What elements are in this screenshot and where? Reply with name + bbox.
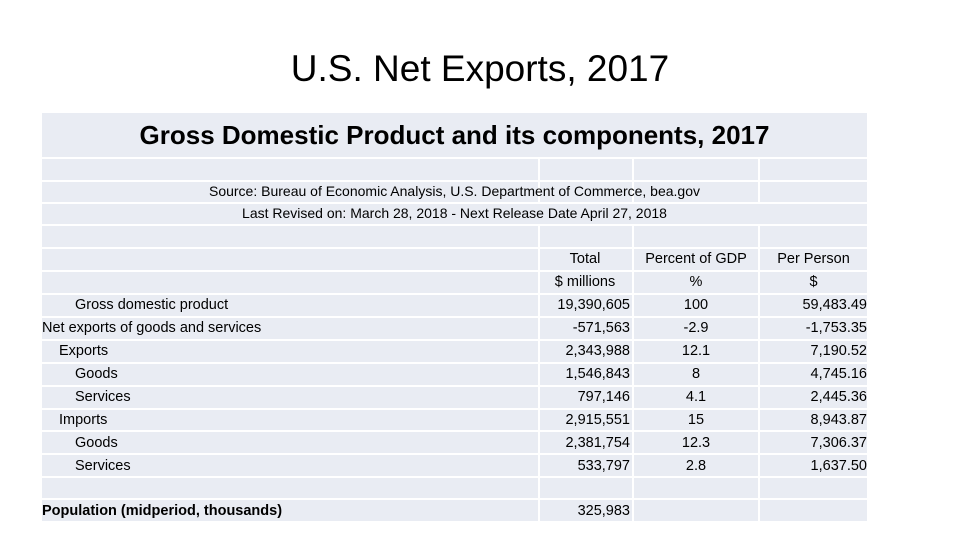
row-total: 2,343,988 — [565, 343, 630, 359]
row-percent: 4.1 — [685, 389, 707, 405]
slide-title: U.S. Net Exports, 2017 — [290, 48, 670, 89]
table-heading: Gross Domestic Product and its component… — [139, 120, 770, 150]
row-total: 797,146 — [577, 389, 630, 405]
row-per-person: -1,753.35 — [805, 320, 867, 336]
row-total: -571,563 — [572, 320, 630, 336]
row-total: 19,390,605 — [557, 297, 630, 313]
column-header-total: Total — [569, 251, 601, 267]
row-label: Imports — [59, 412, 108, 428]
row-per-person: 4,745.16 — [810, 366, 867, 382]
row-percent: 2.8 — [685, 458, 707, 474]
row-label: Goods — [75, 366, 118, 382]
row-total: 1,546,843 — [565, 366, 630, 382]
row-label: Gross domestic product — [75, 297, 229, 313]
row-per-person: 8,943.87 — [810, 412, 867, 428]
row-per-person: 1,637.50 — [810, 458, 867, 474]
row-label: Net exports of goods and services — [42, 320, 262, 336]
row-label: Services — [75, 458, 131, 474]
row-label: Exports — [59, 343, 109, 359]
row-percent: 15 — [687, 412, 705, 428]
row-per-person: 59,483.49 — [802, 297, 867, 313]
row-total: 533,797 — [577, 458, 630, 474]
column-unit-per-person: $ — [809, 274, 818, 290]
source-line: Source: Bureau of Economic Analysis, U.S… — [208, 183, 700, 199]
row-total: 2,381,754 — [565, 435, 630, 451]
revision-line: Last Revised on: March 28, 2018 - Next R… — [242, 205, 667, 221]
population-label: Population (midperiod, thousands) — [42, 503, 283, 519]
population-total: 325,983 — [577, 503, 630, 519]
gdp-table: Gross Domestic Product and its component… — [42, 113, 867, 521]
row-per-person: 2,445.36 — [810, 389, 867, 405]
row-percent: 100 — [683, 297, 709, 313]
column-header-per-person: Per Person — [777, 251, 850, 267]
column-unit-total: $ millions — [554, 274, 616, 290]
column-unit-percent: % — [689, 274, 703, 290]
row-percent: -2.9 — [683, 320, 709, 336]
row-label: Goods — [75, 435, 118, 451]
column-header-percent: Percent of GDP — [645, 251, 747, 267]
row-percent: 12.3 — [681, 435, 711, 451]
row-per-person: 7,306.37 — [810, 435, 867, 451]
row-per-person: 7,190.52 — [810, 343, 867, 359]
row-total: 2,915,551 — [565, 412, 630, 428]
row-label: Services — [75, 389, 131, 405]
row-percent: 12.1 — [681, 343, 711, 359]
row-percent: 8 — [691, 366, 701, 382]
